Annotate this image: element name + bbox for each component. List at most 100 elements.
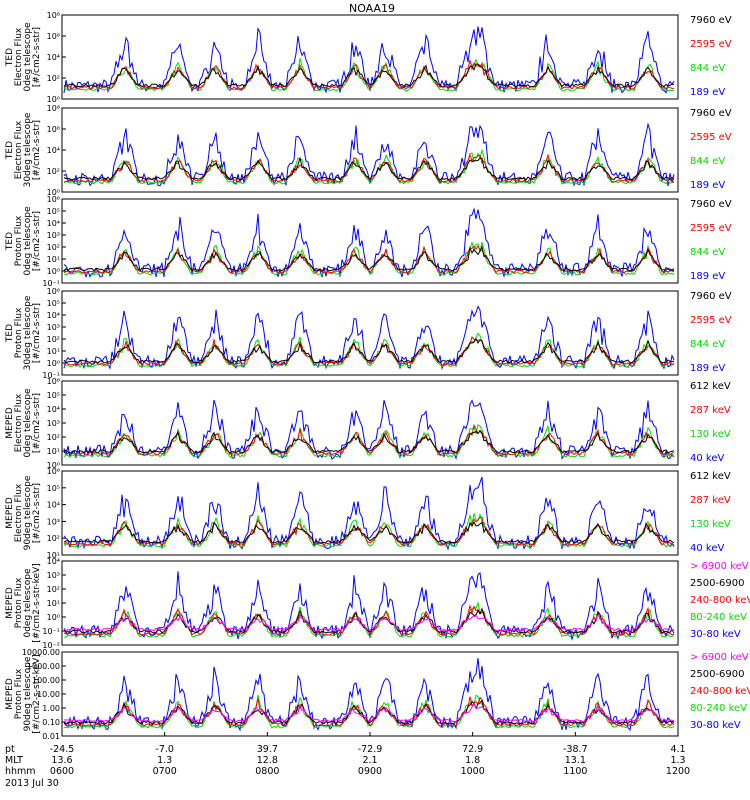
panel-5-ylabel-line: 0deg telescope (23, 388, 33, 458)
panel-8-series-trace (63, 657, 675, 732)
panel-5-ylabel-line: [#/cm2-s-str] (32, 393, 42, 453)
panel-3-series-trace (63, 244, 675, 274)
panel-6-ytick-label: 10⁶ (47, 467, 60, 476)
panel-4-series-trace (63, 335, 675, 366)
panel-6-ytick-label: 10² (47, 534, 60, 543)
panel-4-frame (61, 290, 679, 376)
xaxis-tick-time: 1200 (666, 766, 690, 777)
panel-7-legend-item: 240-800 keV (690, 595, 750, 606)
panel-3-ylabel-line: Proton Flux (14, 215, 24, 266)
panel-2-ytick-label: 10⁸ (47, 104, 60, 113)
panel-2-ylabel-line: TED (5, 141, 15, 160)
panel-7: 10⁻² 10⁻¹ 10⁰ 10¹ 10² 10³ 10⁴ MEPED Proton Flux 0… (5, 557, 750, 650)
xaxis-tick-pt: 39.7 (257, 744, 278, 755)
panel-2-legend-item: 844 eV (690, 156, 725, 167)
panel-2-ytick-label: 10⁴ (47, 146, 60, 155)
panel-5-ytick-label: 10⁵ (47, 391, 60, 400)
panel-7-legend-item: > 6900 keV (690, 561, 749, 572)
panel-4-ylabel-line: Proton Flux (14, 307, 24, 358)
panel-4-ytick-label: 10⁻¹ (42, 371, 60, 380)
panel-5-ylabel-line: Electron Flux (14, 393, 24, 452)
xaxis-tick-time: 1100 (563, 766, 587, 777)
panel-2-legend-item: 189 eV (690, 180, 725, 191)
panel-8-series-trace (63, 702, 675, 723)
panel-1: 10⁰ 10² 10⁴ 10⁶ 10⁸ TED Electron Flux 0deg tele… (5, 11, 732, 104)
panel-3-series-trace (63, 207, 675, 279)
panel-2-series-trace (63, 122, 675, 188)
panel-4-ytick-label: 10⁵ (47, 299, 60, 308)
panel-1-ylabel-line: 0deg telescope (23, 22, 33, 92)
panel-2-series-trace (63, 153, 675, 183)
xaxis-row-label-hhmm: hhmm (5, 766, 36, 777)
xaxis-tick-mlt: 1.8 (465, 755, 480, 766)
panel-8-ytick-label: 0.10 (42, 718, 60, 727)
panel-8-ytick-label: 1000.00 (27, 662, 60, 671)
panel-1-ylabel-line: Electron Flux (14, 27, 24, 86)
panel-7-legend-item: 30-80 keV (690, 629, 741, 640)
panel-8-ylabel-line: Proton Flux (14, 668, 24, 719)
panel-6-ytick-label: 10¹ (47, 551, 60, 560)
panel-1-ytick-label: 10⁴ (47, 53, 60, 62)
panel-1-legend-item: 844 eV (690, 63, 725, 74)
xaxis-tick-pt: -38.7 (563, 744, 588, 755)
panel-3-legend-item: 844 eV (690, 247, 725, 258)
panel-2-ylabel-line: 30deg telescope (23, 112, 33, 187)
panel-6-series-trace (63, 521, 675, 544)
panel-1-ylabel-line: [#/cm2-s-str] (32, 27, 42, 87)
panel-3-ylabel-line: [#/cm2-s-str] (32, 211, 42, 271)
panel-6-ylabel-line: Electron Flux (14, 483, 24, 542)
xaxis-tick-mlt: 1.3 (670, 755, 685, 766)
xaxis-tick-pt: -24.5 (50, 744, 75, 755)
xaxis-tick-mlt: 13.6 (51, 755, 72, 766)
panel-6: 10¹ 10² 10³ 10⁴ 10⁵ 10⁶ MEPED Electron Flux 90de… (5, 467, 731, 560)
panel-5-legend-item: 40 keV (690, 453, 724, 464)
panel-5-ytick-label: 10⁶ (47, 377, 60, 386)
panel-7-series-trace (63, 607, 675, 634)
panel-5-ytick-label: 10⁰ (47, 461, 60, 470)
panel-5-ytick-label: 10² (47, 433, 60, 442)
panel-6-ylabel-line: [#/cm2-s-str] (32, 483, 42, 543)
panel-8-legend-item: 2500-6900 (690, 669, 745, 680)
panel-1-legend-item: 189 eV (690, 87, 725, 98)
panel-5-series-trace (63, 423, 675, 458)
panel-5: 10⁰ 10¹ 10² 10³ 10⁴ 10⁵ 10⁶ MEPED Electron Flux 0… (5, 377, 731, 470)
xaxis-tick-pt: -72.9 (358, 744, 383, 755)
xaxis-tick-pt: 72.9 (462, 744, 483, 755)
panel-5-legend-item: 130 keV (690, 429, 731, 440)
panel-3-ytick-label: 10³ (47, 231, 60, 240)
panel-1-legend-item: 2595 eV (690, 39, 732, 50)
panel-7-ylabel-line: 0deg telescope (23, 568, 33, 638)
panel-2-ytick-label: 10⁰ (47, 188, 60, 197)
panel-8-legend-item: > 6900 keV (690, 652, 749, 663)
panel-3-ytick-label: 10⁵ (47, 207, 60, 216)
panel-8-ytick-label: 10000.00 (22, 648, 60, 657)
panel-8-ylabel-line: [#/cm2-s-str-keV] (32, 654, 42, 733)
panel-7-series-trace (63, 604, 675, 636)
xaxis-tick-pt: -7.0 (155, 744, 174, 755)
panel-1-series-trace (63, 63, 675, 88)
panel-7-ytick-label: 10⁰ (47, 613, 60, 622)
panel-3-ytick-label: 10⁴ (47, 219, 60, 228)
panel-4-ylabel-line: TED (5, 324, 15, 343)
panel-3-legend-item: 2595 eV (690, 223, 732, 234)
panel-4-legend-item: 2595 eV (690, 315, 732, 326)
panel-6-series-trace (63, 476, 675, 551)
xaxis-tick-mlt: 2.1 (362, 755, 377, 766)
panel-4-ytick-label: 10⁶ (47, 287, 60, 296)
panel-7-ytick-label: 10² (47, 585, 60, 594)
panel-6-ytick-label: 10⁴ (47, 501, 60, 510)
panel-7-ylabel-line: [#/cm2-s-str-keV] (32, 563, 42, 642)
xaxis-tick-time: 0900 (358, 766, 382, 777)
panel-7-ytick-label: 10⁴ (47, 557, 60, 566)
panel-4-legend-item: 189 eV (690, 363, 725, 374)
panel-7-series-trace (63, 613, 675, 632)
panel-1-ytick-label: 10⁰ (47, 95, 60, 104)
panel-7-ytick-label: 10⁻² (42, 641, 60, 650)
panel-4-legend-item: 7960 eV (690, 291, 732, 302)
panel-6-legend-item: 612 keV (690, 471, 731, 482)
panel-2-ytick-label: 10⁶ (47, 125, 60, 134)
panel-8-ytick-label: 1.00 (42, 704, 60, 713)
panel-7-legend-item: 80-240 keV (690, 612, 747, 623)
